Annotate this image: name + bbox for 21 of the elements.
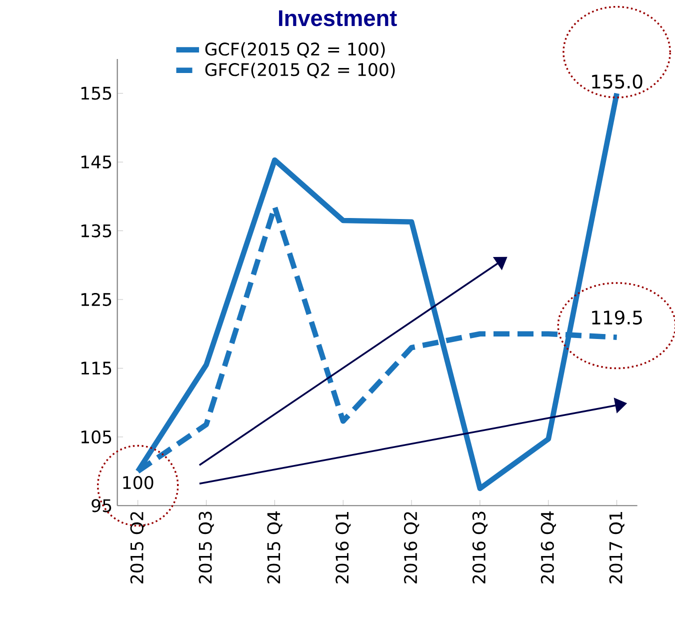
chart-title: Investment xyxy=(279,10,397,26)
x-tick-label: 2015 Q4 xyxy=(267,511,282,584)
x-tick-label: 2016 Q2 xyxy=(404,512,420,584)
y-tick-label: 155 xyxy=(81,86,112,100)
y-tick-label: 145 xyxy=(81,156,112,169)
x-tick-label: 2015 Q2 xyxy=(130,512,146,584)
x-tick-label: 2016 Q1 xyxy=(336,512,351,584)
data-label: 100 xyxy=(123,476,154,490)
x-tick-label: 2016 Q4 xyxy=(540,511,556,584)
y-tick-label: 125 xyxy=(81,292,112,306)
y-tick-label: 135 xyxy=(81,224,112,238)
y-tick-label: 105 xyxy=(81,430,112,444)
x-tick-label: 2017 Q1 xyxy=(609,512,624,584)
data-label: 119.5 xyxy=(592,310,642,325)
x-tick-label: 2016 Q3 xyxy=(472,512,488,584)
legend-label: GFCF(2015 Q2 = 100) xyxy=(205,62,395,78)
legend-label: GCF(2015 Q2 = 100) xyxy=(205,42,385,58)
y-tick-label: 95 xyxy=(92,499,112,512)
y-tick-label: 115 xyxy=(81,362,112,375)
x-tick-label: 2015 Q3 xyxy=(198,512,214,584)
data-label: 155.0 xyxy=(592,74,642,89)
